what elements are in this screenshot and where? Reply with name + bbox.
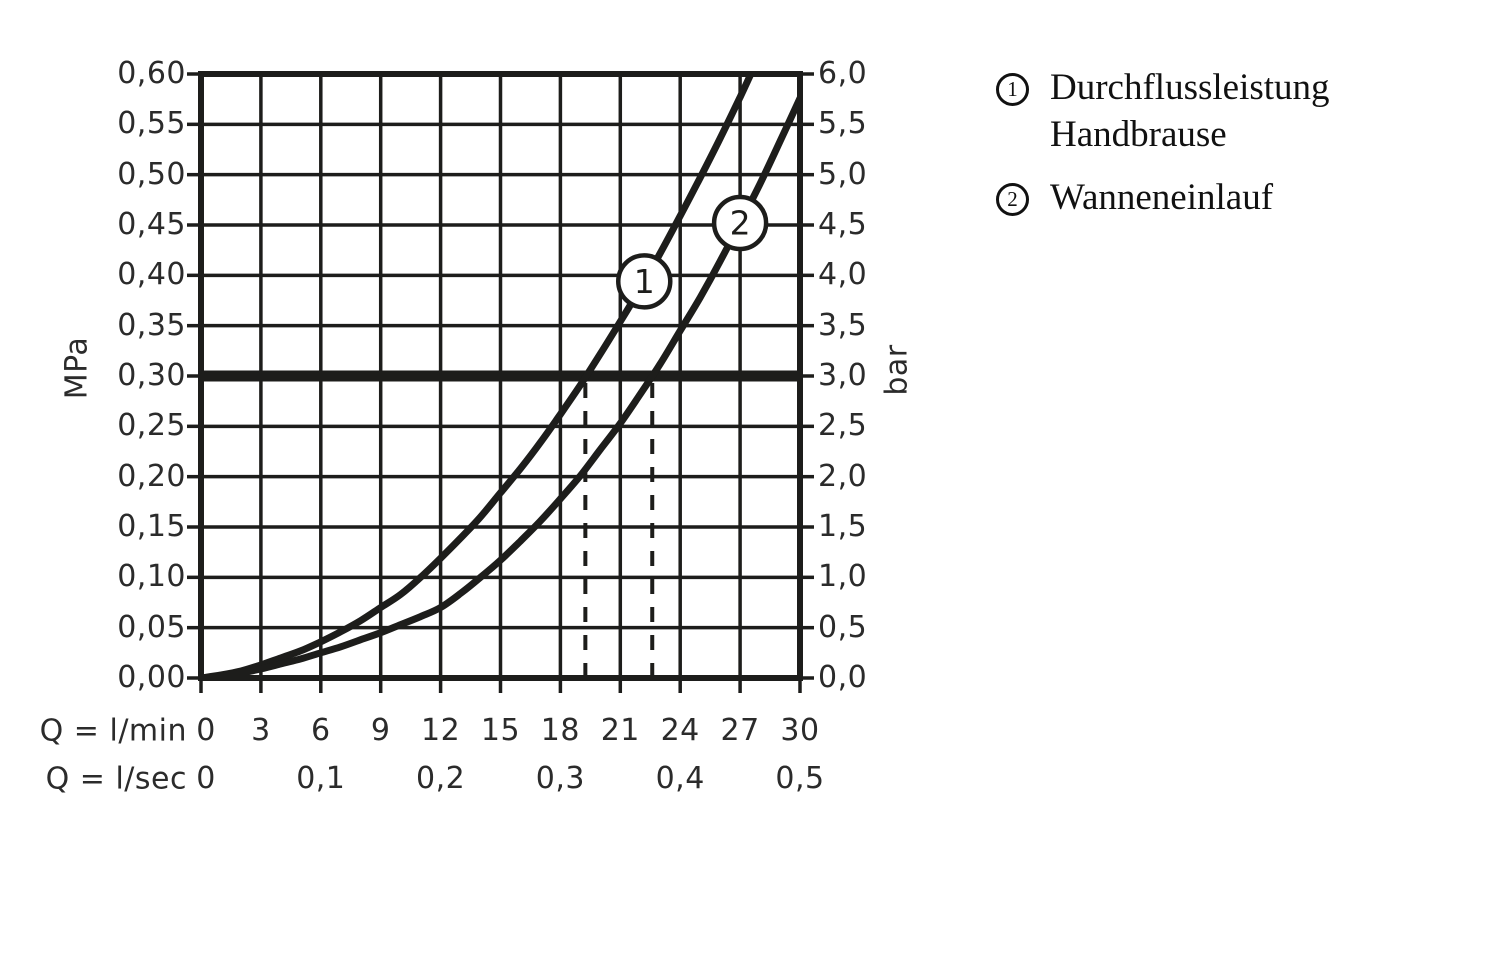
x-lmin-tick-label: 18 [540,713,580,748]
x-lmin-tick-label: 12 [421,713,461,748]
x-lmin-tick-label: 30 [780,713,820,748]
y-right-tick-label: 5,0 [818,156,868,192]
x-lmin-tick-label: 24 [660,713,700,748]
y-left-tick-label: 0,55 [117,106,186,142]
svg-text:2: 2 [730,203,751,242]
x-lmin-tick-label: 9 [370,713,391,748]
y-right-tick-label: 0,5 [818,609,868,645]
y-left-tick-label: 0,15 [117,509,186,544]
x-lmin-tick-label: 6 [311,713,331,748]
legend-marker-1-icon: 1 [996,73,1029,106]
legend-marker-2-icon: 2 [996,183,1029,216]
y-left-tick-label: 0,45 [117,207,186,242]
y-left-tick-label: 0,00 [117,660,186,695]
x-lsec-tick-label: 0,5 [775,761,825,796]
y-left-tick-label: 0,40 [117,257,186,293]
curve-wanneneinlauf [199,94,802,680]
legend: 1 Durchflussleistung Handbrause 2 Wannen… [996,64,1330,237]
x-lmin-tick-label: 0 [196,713,216,748]
y-right-tick-label: 4,5 [818,207,868,242]
x-lmin-tick-label: 27 [720,713,760,748]
x-lmin-tick-label: 3 [251,713,271,748]
x-lsec-tick-label: 0,2 [415,761,466,796]
y-right-tick-label: 2,0 [818,458,868,494]
legend-item-1-line-1: Durchflussleistung [1050,67,1330,108]
y-right-tick-label: 3,5 [818,307,868,343]
y-right-tick-label: 1,0 [818,559,868,595]
x-lsec-tick-label: 0 [196,761,216,796]
y-right-tick-label: 0,0 [818,660,868,695]
y-right-tick-label: 1,5 [818,509,868,544]
x-axis-row-label-lsec: Q = l/sec [45,761,187,797]
y-left-tick-label: 0,20 [117,458,186,494]
x-axis-row-label-lmin: Q = l/min [39,713,187,749]
y-left-tick-label: 0,05 [117,609,186,645]
x-lsec-tick-label: 0,3 [535,761,585,796]
chart-border [198,71,803,681]
legend-item-2: 2 Wanneneinlauf [996,174,1330,221]
y-left-tick-label: 0,25 [117,408,186,444]
x-lsec-tick-label: 0,1 [296,761,346,796]
y-right-tick-label: 3,0 [818,358,868,393]
legend-item-1-line-2: Handbrause [1050,114,1227,155]
y-right-tick-label: 5,5 [818,106,868,142]
svg-text:1: 1 [634,262,655,301]
y-right-tick-label: 6,0 [818,56,868,91]
y-left-tick-label: 0,30 [117,358,186,393]
curve-handbrause [199,73,756,680]
x-lmin-tick-label: 15 [480,713,521,748]
chart-grid [201,74,800,678]
y-left-tick-label: 0,50 [117,156,186,192]
y-left-tick-label: 0,10 [117,559,186,595]
x-lmin-tick-label: 21 [600,713,640,748]
y-left-tick-label: 0,35 [117,307,186,343]
curve-badge-2: 2 [711,194,769,252]
y-right-tick-label: 2,5 [818,408,868,444]
x-lsec-tick-label: 0,4 [655,761,705,796]
legend-item-1-label: Durchflussleistung Handbrause [1050,64,1330,158]
y-right-axis-unit: bar [879,344,915,396]
legend-item-1: 1 Durchflussleistung Handbrause [996,64,1330,158]
legend-item-2-label: Wanneneinlauf [1050,174,1273,221]
y-left-axis-unit: MPa [59,336,95,400]
y-right-tick-label: 4,0 [818,257,868,293]
y-left-tick-label: 0,60 [117,56,186,91]
curve-badge-1: 1 [616,253,673,310]
legend-item-2-line-1: Wanneneinlauf [1050,177,1274,218]
